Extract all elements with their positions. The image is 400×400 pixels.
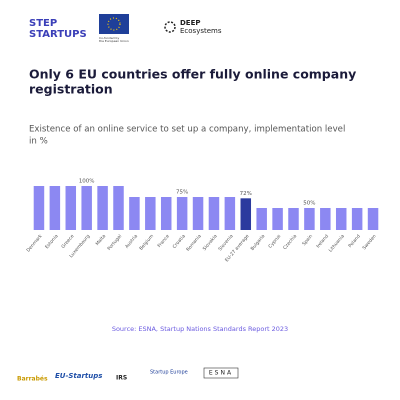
logo-startups: STARTUPS	[29, 29, 87, 40]
footer-logo: Barrabés	[17, 376, 48, 383]
chart-title: registration	[29, 82, 113, 97]
footer-logo: Startup Europe	[150, 370, 188, 376]
deep-icon	[164, 21, 176, 33]
bar	[192, 197, 204, 230]
bar	[288, 208, 299, 230]
bar	[208, 197, 220, 230]
esna-box	[203, 367, 239, 379]
data-label: 50%	[303, 201, 315, 207]
logo-ecosystems: Ecosystems	[180, 27, 222, 35]
eu-text: the European Union	[99, 39, 129, 43]
eu-stars	[107, 17, 121, 31]
bar	[49, 186, 61, 230]
bar	[335, 208, 347, 230]
bar	[351, 208, 363, 230]
footer-logo: IRS	[116, 375, 127, 382]
bar	[240, 198, 252, 230]
bar	[113, 186, 124, 230]
logo-step: STEP	[29, 18, 57, 29]
bar	[81, 186, 92, 230]
chart-subtitle: in %	[29, 137, 48, 147]
chart-title: Only 6 EU countries offer fully online c…	[29, 67, 356, 82]
source: Source: ESNA, Startup Nations Standards …	[112, 325, 288, 333]
bar	[304, 208, 315, 230]
bar	[65, 186, 77, 230]
bar	[256, 208, 267, 230]
eu-flag	[99, 14, 129, 34]
bar	[97, 186, 108, 230]
footer-logo: EU-Startups	[55, 372, 102, 380]
bar	[320, 208, 331, 230]
data-label: 75%	[176, 190, 188, 196]
bar	[176, 197, 188, 230]
bar	[224, 197, 236, 230]
data-label: 72%	[240, 191, 252, 197]
bar	[129, 197, 140, 230]
bar	[160, 197, 172, 230]
bar	[272, 208, 283, 230]
bar	[145, 197, 156, 230]
data-label: 100%	[79, 179, 95, 185]
bar	[33, 186, 45, 230]
eu-text: Co-funded by	[99, 36, 119, 40]
logo-deep: DEEP	[180, 19, 201, 27]
chart-subtitle: Existence of an online service to set up…	[29, 125, 345, 135]
bar	[367, 208, 379, 230]
footer-logo: ESNA	[209, 370, 233, 377]
